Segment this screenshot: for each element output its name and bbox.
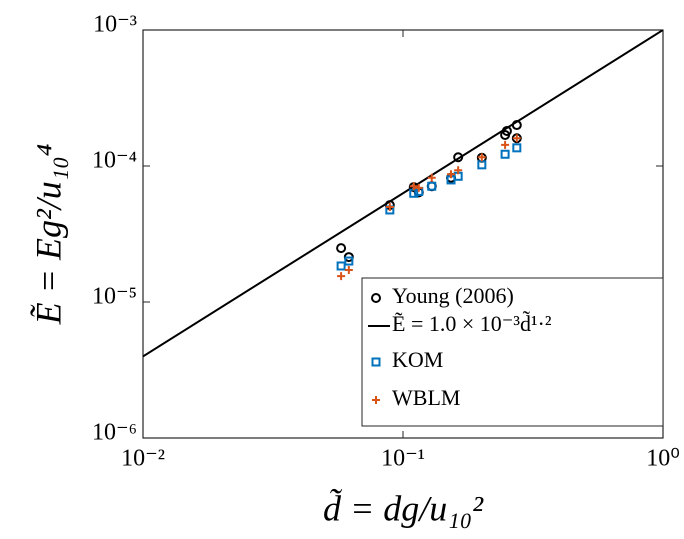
marker [371, 357, 381, 367]
x-tick-label: 10⁻² [121, 446, 165, 472]
marker [427, 181, 437, 191]
legend-label: Ẽ = 1.0 × 10⁻³d̃¹·² [392, 311, 552, 336]
y-tick-label: 10⁻⁵ [92, 284, 137, 310]
legend-label: WBLM [392, 385, 460, 410]
marker [336, 261, 346, 271]
legend-label: KOM [392, 347, 443, 372]
trend-line [143, 30, 663, 358]
legend-label: Young (2006) [392, 283, 514, 308]
marker [500, 149, 510, 159]
marker [477, 160, 487, 170]
marker [344, 256, 354, 266]
marker [501, 140, 510, 149]
plot-content [143, 30, 663, 358]
x-tick-label: 10⁻¹ [381, 446, 425, 472]
marker [337, 272, 346, 281]
marker [512, 134, 521, 143]
y-tick-label: 10⁻⁴ [92, 148, 137, 174]
marker [371, 293, 381, 303]
marker [427, 173, 436, 182]
marker [477, 153, 486, 162]
x-axis-label: d̃ = dg/u₁₀² [323, 488, 484, 528]
legend-box [361, 277, 664, 427]
marker [385, 202, 394, 211]
marker [447, 170, 456, 179]
marker [372, 396, 380, 404]
marker [336, 243, 347, 254]
y-tick-label: 10⁻³ [93, 12, 137, 38]
marker [512, 143, 522, 153]
y-tick-label: 10⁻⁶ [92, 420, 137, 446]
x-tick-label: 10⁰ [646, 446, 680, 472]
marker [454, 166, 463, 175]
marker [409, 182, 418, 191]
y-axis-label: Ẽ = Eg²/u₁₀⁴ [28, 144, 68, 326]
marker [414, 183, 423, 192]
marker [344, 265, 353, 274]
